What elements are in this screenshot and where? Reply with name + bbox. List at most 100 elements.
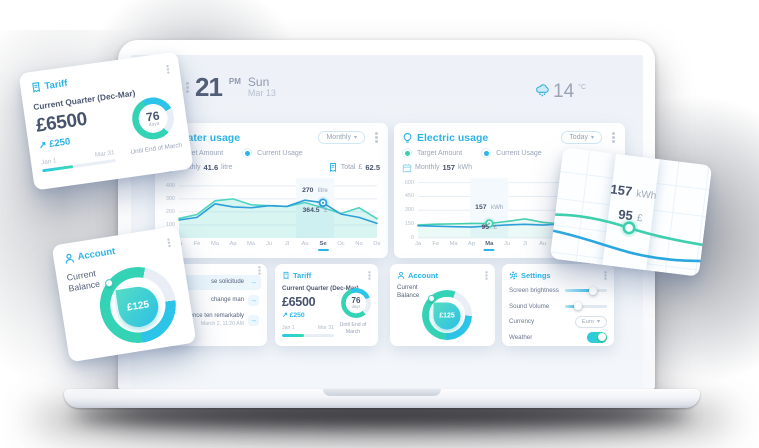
target-amount-radio[interactable]: [402, 148, 412, 158]
x-tick[interactable]: Ap: [229, 241, 237, 247]
open-item-arrow-icon[interactable]: →: [248, 295, 259, 306]
x-tick[interactable]: Ma: [210, 241, 220, 247]
tariff-delta: £250: [48, 136, 72, 151]
more-menu-icon[interactable]: [612, 136, 615, 139]
account-card: Account Current Balance £125: [390, 264, 495, 346]
balance-label: Balance: [397, 292, 420, 300]
person-icon: [63, 252, 76, 265]
time-value: 21: [195, 72, 223, 102]
calendar-icon: [402, 163, 412, 173]
currency-select[interactable]: Euro ▾: [574, 315, 607, 328]
legend-label: Current Usage: [496, 149, 542, 157]
period-dropdown[interactable]: Today ▾: [561, 131, 602, 144]
x-tick[interactable]: No: [355, 241, 363, 247]
monthly-value: 41.6: [203, 163, 219, 172]
open-item-arrow-icon[interactable]: →: [248, 314, 259, 326]
x-tick[interactable]: Ma: [449, 241, 458, 247]
laptop-base: [64, 389, 700, 408]
current-usage-radio[interactable]: [481, 148, 492, 158]
setting-slider[interactable]: [565, 286, 607, 295]
notification-item[interactable]: change man →: [161, 293, 261, 308]
tariff-note: Until End of March: [339, 322, 367, 335]
period-dropdown[interactable]: Monthly ▾: [318, 131, 365, 144]
x-tick[interactable]: Fe: [432, 241, 440, 247]
x-tick[interactable]: Jl: [522, 241, 527, 247]
time-meridiem: PM: [228, 77, 241, 86]
receipt-icon: [282, 271, 290, 280]
tariff-quarter: Current Quarter (Dec-Mar): [282, 285, 359, 292]
slider-knob[interactable]: [588, 286, 597, 295]
x-tick[interactable]: Au: [301, 241, 309, 247]
settings-rows: Screen brightness Sound Volume Currency Eur…: [509, 286, 607, 343]
x-tick[interactable]: Se: [319, 241, 327, 247]
monthly-value: 157: [442, 163, 456, 172]
more-menu-icon[interactable]: [375, 136, 378, 139]
setting-label: Currency: [509, 318, 535, 325]
weather-widget: 14 °C: [534, 82, 586, 102]
y-tick: 100: [165, 221, 175, 228]
tariff-amount: £6500: [282, 295, 316, 309]
open-item-arrow-icon[interactable]: →: [248, 277, 259, 288]
weather-toggle[interactable]: [587, 331, 607, 343]
delta-arrow-icon: ↗: [38, 139, 48, 152]
y-tick: 450: [404, 193, 414, 200]
x-tick[interactable]: De: [373, 241, 381, 247]
floating-chart-zoom-card: 157 kWh 95 £: [549, 147, 713, 277]
tariff-delta: £250: [289, 312, 305, 319]
total-currency: £: [358, 164, 363, 171]
x-tick[interactable]: Fe: [193, 241, 201, 247]
x-tick[interactable]: Au: [539, 241, 547, 247]
y-tick: 300: [404, 207, 414, 214]
lightbulb-icon: [402, 132, 413, 144]
x-tick[interactable]: Ju: [504, 241, 511, 247]
setting-slider[interactable]: [565, 302, 607, 310]
period-end: Mar 31: [94, 149, 115, 159]
more-menu-icon[interactable]: [485, 274, 488, 277]
settings-row: Sound Volume: [509, 301, 607, 311]
current-usage-radio[interactable]: [242, 148, 253, 158]
monthly-unit: litre: [221, 164, 233, 171]
chart-tooltip: 270 litre 364.5 £: [302, 187, 328, 214]
notification-text: change man: [210, 296, 244, 303]
x-tick[interactable]: Oc: [337, 241, 345, 247]
x-tick[interactable]: Jl: [284, 241, 290, 247]
x-tick[interactable]: Ma: [485, 241, 494, 247]
chevron-down-icon: ▾: [590, 135, 594, 141]
notification-item[interactable]: Indulgence ten remarkably March 2, 11:20 …: [161, 311, 261, 329]
y-tick: 400: [165, 182, 175, 189]
y-tick: 200: [165, 208, 175, 215]
setting-label: Weather: [509, 333, 533, 341]
x-tick[interactable]: Ap: [467, 241, 475, 247]
day-label: Sun: [247, 75, 270, 89]
y-tick: 300: [165, 195, 175, 202]
total-label: Total: [340, 164, 356, 171]
settings-row: Currency Euro ▾: [509, 315, 607, 328]
more-menu-icon[interactable]: [258, 269, 261, 272]
more-menu-icon[interactable]: [186, 86, 189, 89]
more-menu-icon[interactable]: [604, 274, 607, 277]
card-title: Settings: [521, 271, 551, 280]
receipt-icon: [30, 81, 43, 94]
receipt-icon: [328, 162, 338, 173]
chart-tooltip: 157 kWh 95 £: [475, 204, 504, 231]
x-tick[interactable]: Ju: [265, 241, 273, 247]
more-menu-icon[interactable]: [368, 274, 371, 277]
more-menu-icon[interactable]: [167, 241, 171, 245]
y-tick: 0: [410, 235, 414, 241]
settings-card: Settings Screen brightness Sound Volume Cu…: [502, 264, 614, 346]
x-tick[interactable]: Ma: [246, 241, 256, 247]
x-tick[interactable]: Ja: [414, 241, 422, 247]
rain-cloud-icon: [534, 82, 549, 97]
period-end: Mar 31: [317, 325, 334, 331]
chevron-down-icon: ▾: [353, 135, 357, 141]
slider-knob[interactable]: [573, 302, 582, 310]
laptop-base-notch: [323, 389, 441, 396]
monthly-unit: kWh: [458, 164, 473, 171]
temperature-value: 14: [553, 81, 575, 102]
setting-label: Screen brightness: [509, 287, 559, 294]
y-tick: 150: [404, 221, 414, 228]
settings-row: Screen brightness: [509, 286, 607, 296]
more-menu-icon[interactable]: [166, 67, 170, 71]
days-remaining-gauge: 76 days: [129, 94, 177, 143]
